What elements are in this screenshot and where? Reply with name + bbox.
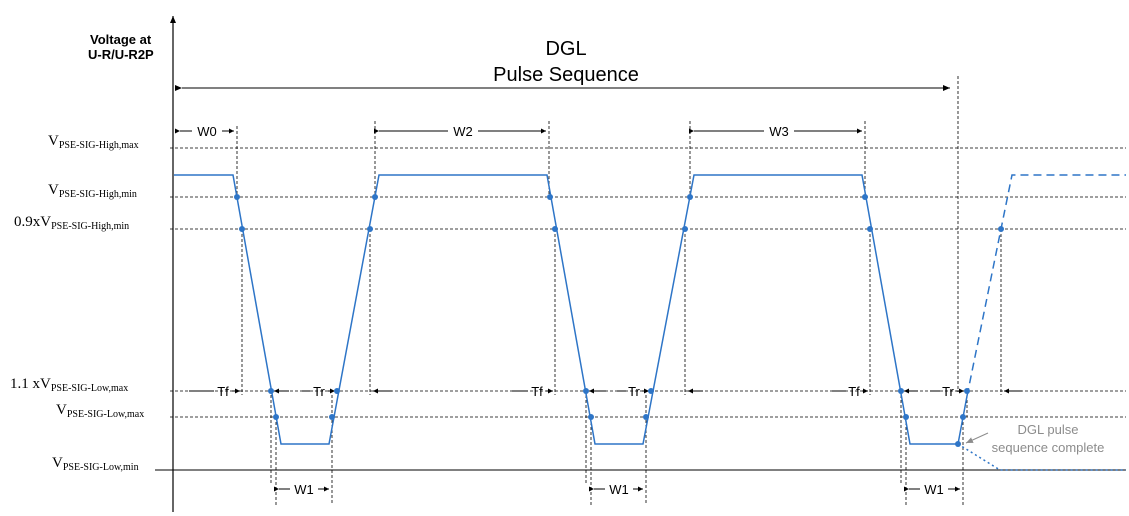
tr-label-1: Tr: [313, 384, 325, 399]
tf-label-2: Tf: [531, 384, 543, 399]
w2-label: W2: [453, 124, 473, 139]
w3-label: W3: [769, 124, 789, 139]
yaxis-label-line1: Voltage at: [90, 32, 152, 47]
level-label-high-min: VPSE-SIG-High,min: [48, 182, 137, 200]
level-label-high-min-09: 0.9xVPSE-SIG-High,min: [14, 214, 129, 232]
timing-guides: [236, 76, 1002, 505]
width-arrows: [175, 128, 960, 492]
level-label-low-min: VPSE-SIG-Low,min: [52, 455, 139, 473]
w1-label-3: W1: [924, 482, 944, 497]
w0-label: W0: [197, 124, 217, 139]
tf-label-1: Tf: [217, 384, 229, 399]
waveform-low-dotted: [957, 443, 1126, 471]
annotation-line1: DGL pulse: [1018, 422, 1079, 437]
yaxis-label-line2: U-R/U-R2P: [88, 47, 154, 62]
waveform-continuation-dashed: [966, 174, 1126, 397]
level-label-low-max-11: 1.1 xVPSE-SIG-Low,max: [10, 376, 128, 394]
w1-label-2: W1: [609, 482, 629, 497]
level-label-low-max: VPSE-SIG-Low,max: [56, 402, 144, 420]
tf-label-3: Tf: [848, 384, 860, 399]
annotation-arrow: [965, 432, 989, 444]
tr-label-2: Tr: [628, 384, 640, 399]
tr-label-3: Tr: [942, 384, 954, 399]
pulse-waveform: [174, 174, 968, 445]
w1-label-1: W1: [294, 482, 314, 497]
diagram-title: DGL: [545, 38, 586, 60]
diagram-subtitle: Pulse Sequence: [493, 64, 639, 86]
crossing-dots: [234, 194, 1004, 447]
annotation-line2: sequence complete: [992, 440, 1105, 455]
level-label-high-max: VPSE-SIG-High,max: [48, 133, 139, 151]
